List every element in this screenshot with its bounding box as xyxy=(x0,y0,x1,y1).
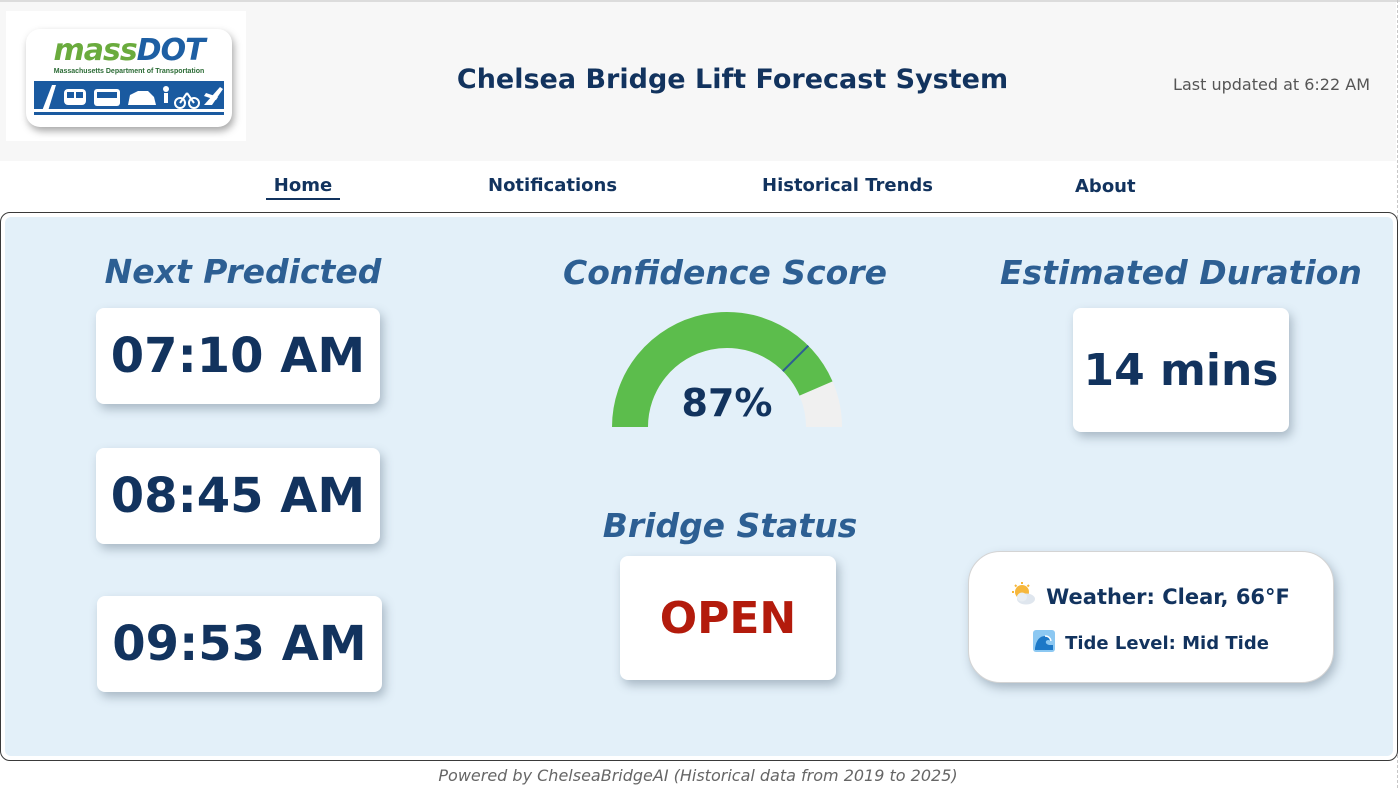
estimated-duration-title: Estimated Duration xyxy=(1000,253,1362,292)
bridge-status-value: OPEN xyxy=(620,556,836,680)
logo-dot-text: DOT xyxy=(136,33,206,68)
estimated-duration-value: 14 mins xyxy=(1073,308,1289,432)
logo-mass-text: mass xyxy=(53,33,137,68)
nav-active-underline xyxy=(266,198,340,200)
confidence-gauge xyxy=(607,307,847,432)
predicted-time-card: 07:10 AM xyxy=(96,308,380,404)
conditions-card: Weather: Clear, 66°F Tide Level: Mid Tid… xyxy=(968,551,1334,683)
wave-icon xyxy=(1033,630,1056,657)
gauge-fill xyxy=(612,312,833,428)
last-updated-timestamp: Last updated at 6:22 AM xyxy=(1173,75,1370,94)
next-predicted-title: Next Predicted xyxy=(104,252,382,291)
logo-subtitle: Massachusetts Department of Transportati… xyxy=(53,68,205,75)
tide-row: Tide Level: Mid Tide xyxy=(969,630,1333,657)
top-divider xyxy=(0,0,1400,2)
sun-behind-cloud-icon xyxy=(1012,582,1036,611)
confidence-gauge-svg xyxy=(612,312,842,428)
app-title: Chelsea Bridge Lift Forecast System xyxy=(456,64,1009,95)
tide-text: Tide Level: Mid Tide xyxy=(1065,633,1269,654)
bridge-status-title: Bridge Status xyxy=(602,506,858,545)
nav-about[interactable]: About xyxy=(1075,176,1136,197)
header: massDOT Massachusetts Department of Tran… xyxy=(0,2,1396,161)
confidence-score-title: Confidence Score xyxy=(563,253,887,292)
logo-wordmark: massDOT xyxy=(26,35,232,67)
nav-home[interactable]: Home xyxy=(273,175,333,196)
transport-icons-band xyxy=(34,81,224,115)
confidence-value: 87% xyxy=(681,381,773,425)
logo-container: massDOT Massachusetts Department of Tran… xyxy=(6,11,246,141)
predicted-time-card: 08:45 AM xyxy=(96,448,380,544)
gauge-needle xyxy=(782,344,810,372)
nav-historical-trends[interactable]: Historical Trends xyxy=(762,175,934,196)
footer-credit: Powered by ChelseaBridgeAI (Historical d… xyxy=(438,766,958,785)
predicted-time-card: 09:53 AM xyxy=(97,596,382,692)
nav-notifications[interactable]: Notifications xyxy=(488,175,618,196)
weather-row: Weather: Clear, 66°F xyxy=(969,582,1333,611)
weather-text: Weather: Clear, 66°F xyxy=(1046,584,1290,609)
massdot-logo: massDOT Massachusetts Department of Tran… xyxy=(26,29,232,127)
